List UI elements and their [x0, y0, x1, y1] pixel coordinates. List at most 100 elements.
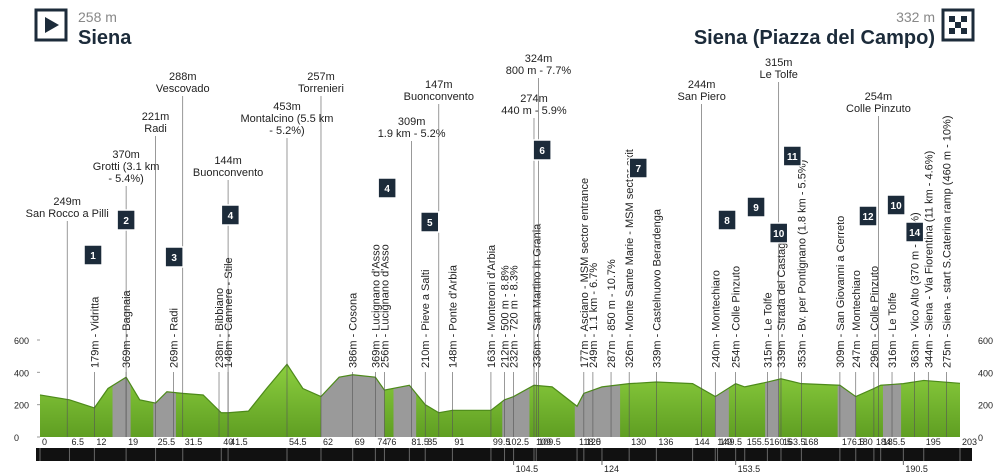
x-tick-label: 12 [96, 437, 106, 447]
x-tick-label: 195 [926, 437, 941, 447]
x-tick-label: 54.5 [289, 437, 307, 447]
x-tick-label: 99.5 [493, 437, 511, 447]
x-tick-label: 109.5 [538, 437, 561, 447]
point-label: 163m - Monteroni d'Arbia [486, 244, 498, 368]
sector-badge-label: 14 [909, 228, 921, 239]
y-tick-label: 0 [14, 433, 19, 443]
point-label: 363m - Vico Alto (370 m - 7.6%) [910, 212, 922, 368]
point-label: 179m - Vidritta [89, 296, 101, 368]
sector-badge [83, 244, 103, 266]
sector-badge-label: 7 [635, 164, 641, 175]
top-label: 288m [169, 71, 197, 83]
top-label: Colle Pinzuto [846, 103, 911, 115]
point-label: 336m - San Martino in Grania [531, 223, 543, 368]
gravel-sector [393, 364, 417, 437]
y-tick-label: 200 [14, 401, 29, 411]
finish-name: Siena (Piazza del Campo) [694, 27, 935, 49]
point-label: 254m - Colle Pinzuto [731, 266, 743, 368]
sector-badge [164, 246, 184, 268]
x-tick-label: 41.5 [230, 437, 248, 447]
x-tick-label: 91 [454, 437, 464, 447]
start-name: Siena [78, 27, 132, 49]
sector-badge-label: 10 [773, 229, 785, 240]
sector-badge-label: 1 [90, 251, 96, 262]
point-label: 315m - Le Tolfe [762, 292, 774, 368]
x-tick-label: 180 [858, 437, 873, 447]
top-label: Montalcino (5.5 km [241, 113, 334, 125]
point-label: 275m - Siena - start S.Caterina ramp (46… [941, 116, 953, 368]
point-label: 296m - Colle Pinzuto [869, 266, 881, 368]
top-label: Buonconvento [193, 167, 263, 179]
point-label: 177m - Asciano - MSM sector entrance [579, 178, 591, 368]
x-tick-label: 81.5 [411, 437, 429, 447]
x-tick-label: 6.5 [71, 437, 84, 447]
sector-badge [116, 209, 136, 231]
start-altitude: 258 m [78, 9, 117, 25]
point-label: 339m - Castelnuovo Berardenga [651, 208, 663, 368]
x-tick-label: 124 [604, 464, 619, 474]
y-tick-label: 400 [14, 368, 29, 378]
point-label: 353m - Bv. per Pontignano (1.8 km - 5.5%… [796, 160, 808, 368]
sector-badge [904, 221, 925, 243]
x-tick-label: 176.5 [842, 437, 865, 447]
top-label: 453m [273, 101, 301, 113]
sector-badge [420, 211, 440, 233]
top-label: San Rocco a Pilli [26, 208, 109, 220]
top-label: 324m [525, 53, 553, 65]
top-label: 147m [425, 79, 453, 91]
top-label: Grotti (3.1 km [93, 161, 160, 173]
x-tick-label: 25.5 [158, 437, 176, 447]
x-tick-label: 144 [695, 437, 710, 447]
point-label: 232m - 720 m - 8.3% [509, 265, 521, 368]
x-tick-label: 163.5 [783, 437, 806, 447]
point-label: 316m - Le Tolfe [887, 292, 899, 368]
x-tick-label: 153.5 [738, 464, 761, 474]
x-tick-label: 136 [658, 437, 673, 447]
y-tick-label: 600 [14, 336, 29, 346]
top-label: 440 m - 5.9% [501, 105, 567, 117]
sector-badge [746, 196, 766, 218]
top-label: 221m [142, 111, 170, 123]
point-label: 369m - Lucignano d'Asso [370, 244, 382, 368]
start-icon [34, 8, 68, 42]
x-tick-label: 203 [962, 437, 977, 447]
sector-badge [717, 209, 737, 231]
point-label: 240m - Montechiaro [710, 270, 722, 368]
top-label: Radi [144, 123, 167, 135]
y-tick-label-right: 400 [978, 368, 993, 378]
top-label: 309m [398, 116, 426, 128]
top-label: Le Tolfe [760, 69, 798, 81]
top-label: - 5.2%) [269, 125, 304, 137]
profile-area [40, 364, 960, 437]
x-tick-label: 118.5 [579, 437, 601, 447]
gravel-sector [765, 364, 779, 437]
x-tick-label: 19 [128, 437, 138, 447]
sector-badge [532, 139, 552, 161]
x-tick-label: 104.5 [516, 464, 539, 474]
sector-badge [858, 205, 878, 227]
sector-badge [220, 204, 241, 226]
point-label: 269m - Radi [169, 308, 181, 368]
x-tick-label: 69 [355, 437, 365, 447]
top-label: 370m [112, 149, 140, 161]
x-tick-label: 31.5 [185, 437, 203, 447]
km-bar [36, 448, 972, 461]
point-label: 212m - 500 m - 8.8% [500, 265, 512, 368]
y-tick-label-right: 0 [978, 433, 983, 443]
y-tick-label-right: 600 [978, 336, 993, 346]
point-label: 148m - Ponte d'Arbia [447, 264, 459, 368]
point-label: 287m - 850 m - 10.7% [606, 259, 618, 368]
x-tick-label: 160.5 [769, 437, 792, 447]
point-label: 210m - Pieve a Salti [420, 270, 432, 368]
top-label: 254m [865, 91, 893, 103]
start-arrow [45, 17, 59, 33]
point-label: 326m - Monte Sante Marie - MSM sector ex… [624, 149, 636, 368]
sector-badge-label: 4 [228, 211, 234, 222]
x-tick-label: 74 [377, 437, 387, 447]
point-label: 369m - Bagnaia [121, 289, 133, 368]
sector-badge-label: 2 [123, 216, 129, 227]
top-label: San Piero [678, 91, 726, 103]
point-label: 148m - Cannere - Stile [223, 257, 235, 368]
sector-badge-label: 10 [891, 201, 903, 212]
x-tick-label: 130 [631, 437, 646, 447]
